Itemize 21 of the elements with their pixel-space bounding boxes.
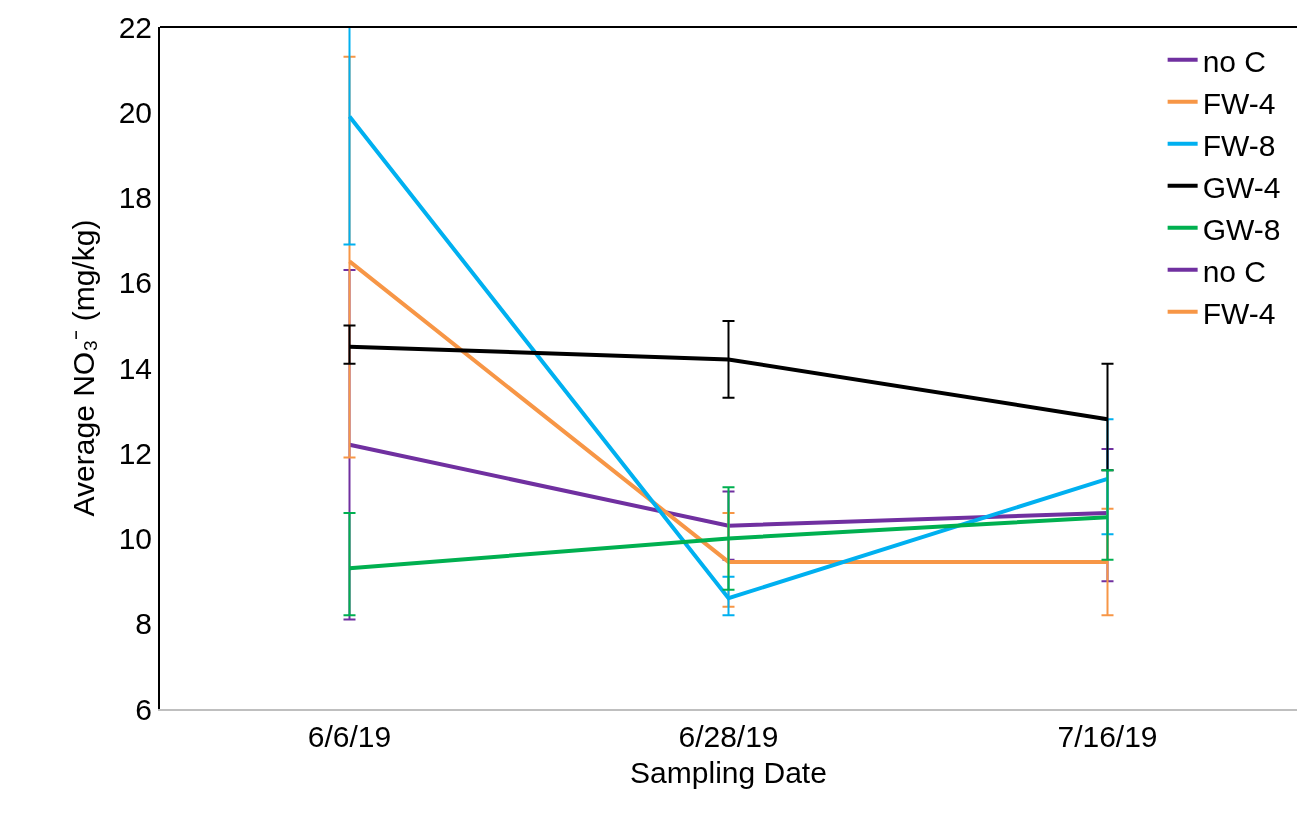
legend-label: FW-4 <box>1202 296 1276 330</box>
legend-label: GW-8 <box>1202 212 1281 246</box>
legend-label: FW-4 <box>1202 86 1276 120</box>
legend-label: GW-4 <box>1202 170 1281 204</box>
legend-label: no C <box>1202 254 1267 288</box>
y-tick-label: 14 <box>118 351 152 385</box>
y-tick-label: 22 <box>118 10 152 44</box>
y-tick-label: 20 <box>118 95 152 129</box>
y-tick-label: 18 <box>118 181 152 214</box>
x-tick-label: 6/6/19 <box>307 720 392 753</box>
y-tick-label: 16 <box>118 266 152 300</box>
legend-label: no C <box>1202 44 1267 78</box>
legend-label: FW-8 <box>1202 128 1276 162</box>
y-tick-label: 6 <box>135 692 152 726</box>
y-tick-label: 10 <box>118 522 152 555</box>
x-tick-label: 6/28/19 <box>678 720 779 753</box>
y-tick-label: 8 <box>135 607 152 641</box>
x-axis-title: Sampling Date <box>630 756 827 789</box>
x-tick-label: 7/16/19 <box>1057 720 1158 753</box>
y-axis-title: Average NO₃⁻ (mg/kg) <box>67 219 101 517</box>
y-tick-label: 12 <box>118 436 152 470</box>
